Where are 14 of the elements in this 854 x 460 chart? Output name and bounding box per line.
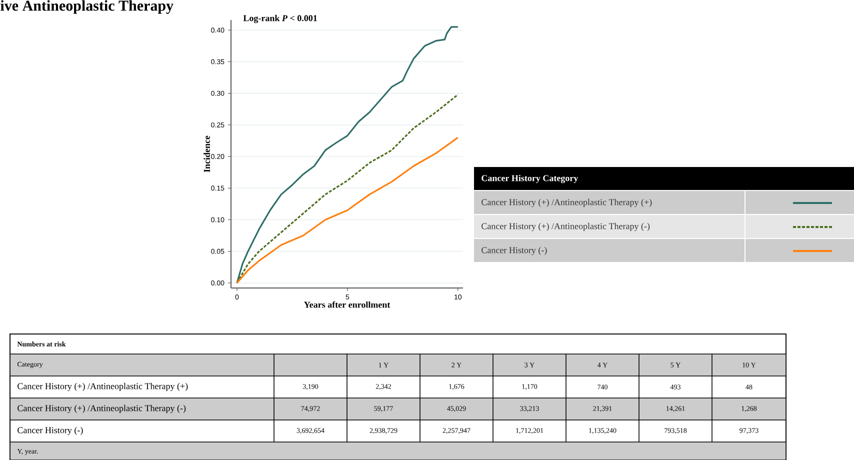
text: Cancer History (-) [482,246,547,255]
x-axis-title: Years after enrollment [304,301,390,308]
annotation: Log-rank P < 0.001 [243,14,317,23]
legend-title: Cancer History Category [482,174,578,183]
text: Cancer History (-) [18,426,83,435]
text: Cancer History (+) /Antineoplastic Therapy (-) [18,404,186,413]
line-series [236,136,459,284]
y-axis-title: Incidence [204,136,210,172]
text: ive Antineoplastic Therapy [0,0,174,14]
text: Cancer History (+) /Antineoplastic Therapy (-) [482,222,650,231]
text: Cancer History (+) /Antineoplastic Therapy (+) [482,198,652,207]
line-series [236,26,459,284]
line-series [236,94,459,284]
text: Cancer History (+) /Antineoplastic Therapy (+) [18,382,188,391]
